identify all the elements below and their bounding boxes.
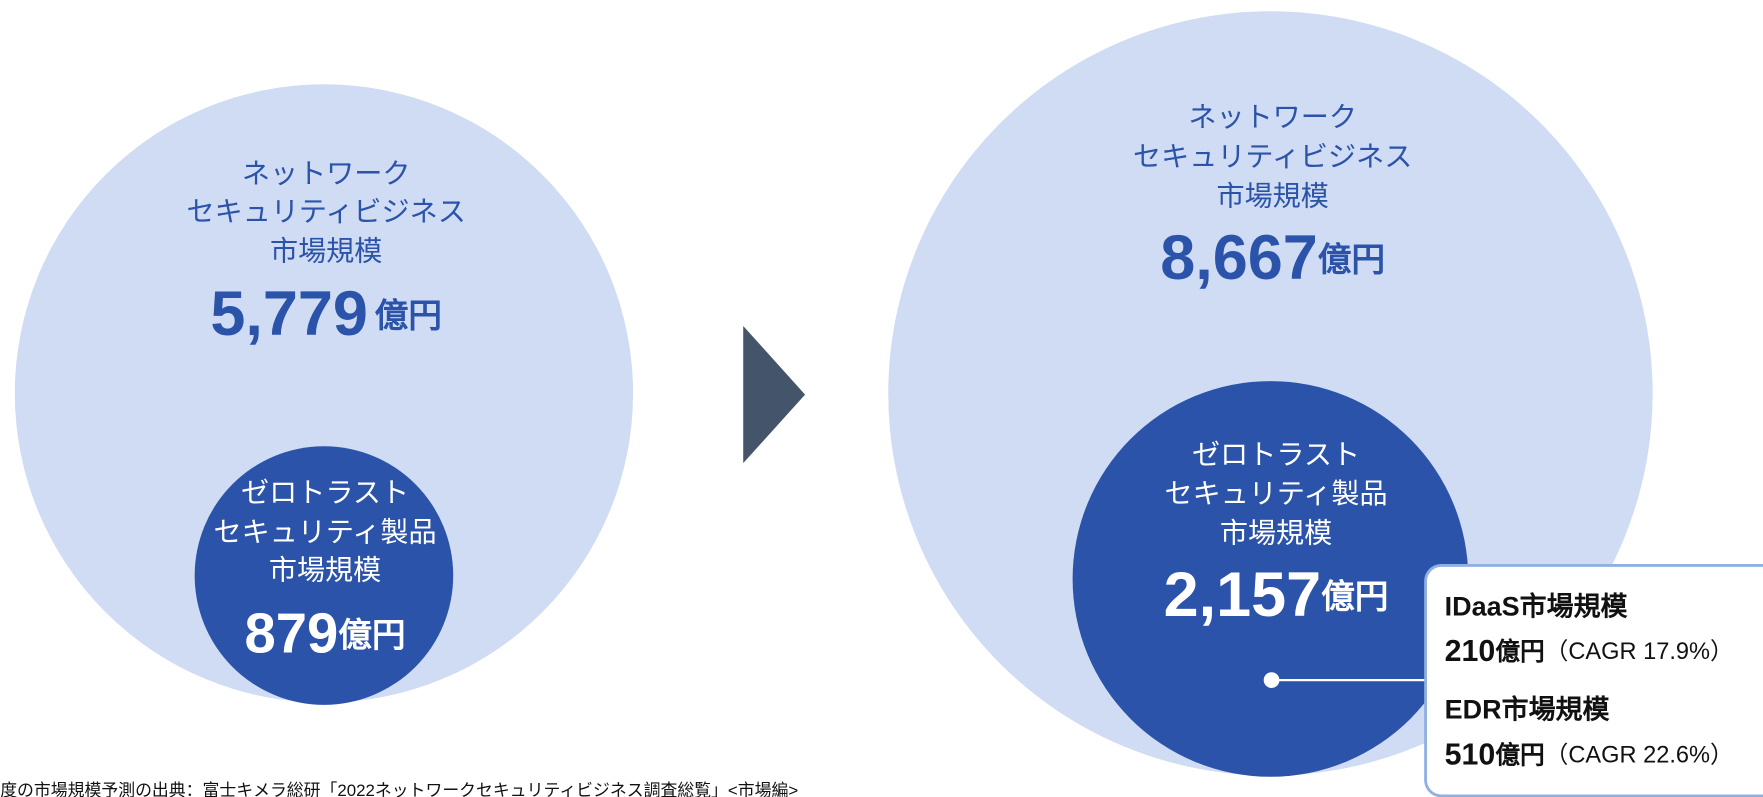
callout-value-line: 210億円（CAGR 17.9%）	[1445, 635, 1734, 668]
callout-value-line: 510億円（CAGR 22.6%）	[1445, 739, 1734, 772]
note: （CAGR 22.6%）	[1545, 743, 1734, 769]
label: ネットワーク	[1188, 102, 1357, 133]
footnote: 度の市場規模予測の出典：富士キメラ総研「2022ネットワークセキュリティビジネス…	[0, 780, 798, 797]
value-line: 2,157億円	[1164, 560, 1389, 630]
value: 5,779	[210, 279, 368, 349]
unit: 億円	[1318, 241, 1385, 279]
left-inner-circle	[194, 446, 454, 705]
value: 510	[1445, 739, 1496, 772]
callout-title: IDaaS市場規模	[1445, 590, 1628, 621]
label: 市場規模	[270, 235, 382, 266]
label: ネットワーク	[242, 158, 411, 189]
label: ゼロトラスト	[241, 477, 409, 508]
value: 8,667	[1160, 223, 1318, 293]
label: セキュリティ製品	[1165, 478, 1388, 509]
left-outer-circle	[14, 84, 634, 703]
value: 210	[1445, 635, 1496, 668]
value-line: 879億円	[244, 601, 405, 664]
value-line: 8,667億円	[1160, 223, 1385, 293]
value-line: 5,779 億円	[210, 279, 442, 349]
value: 879	[244, 601, 338, 664]
label: ゼロトラスト	[1192, 439, 1360, 470]
connector-dot	[1263, 672, 1280, 688]
callout-title: EDR市場規模	[1445, 694, 1610, 725]
arrow	[743, 325, 806, 464]
label: セキュリティビジネス	[187, 196, 466, 227]
unit: 億円	[1495, 637, 1544, 666]
right-inner-circle	[1072, 381, 1469, 777]
unit: 億円	[1321, 578, 1388, 616]
label: 市場規模	[1220, 518, 1332, 549]
callout-box	[1424, 564, 1763, 797]
label: セキュリティ製品	[214, 516, 437, 547]
label: セキュリティビジネス	[1133, 141, 1412, 172]
label: 市場規模	[1216, 180, 1328, 211]
value: 2,157	[1164, 560, 1321, 630]
unit: 億円	[375, 297, 442, 335]
unit: 億円	[338, 616, 405, 654]
unit: 億円	[1495, 740, 1544, 769]
note: （CAGR 17.9%）	[1545, 639, 1734, 665]
label: 市場規模	[269, 555, 381, 586]
